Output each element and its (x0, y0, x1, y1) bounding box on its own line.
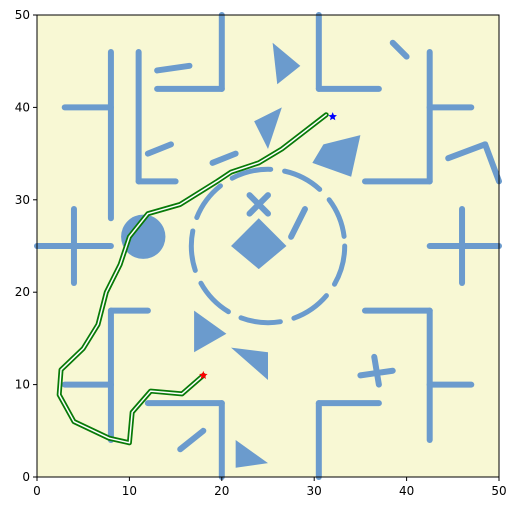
obstacle-wall-30 (357, 367, 396, 379)
obstacle-shape-1 (254, 107, 282, 149)
x-tick-label: 40 (399, 484, 414, 498)
obstacle-wall-8 (209, 150, 239, 166)
obstacle-shape-2 (312, 135, 361, 177)
obstacle-shape-6 (235, 440, 268, 468)
x-tick-label: 50 (491, 484, 506, 498)
x-tick-label: 10 (122, 484, 137, 498)
goal-marker (328, 112, 337, 121)
y-tick-label: 20 (15, 285, 30, 299)
markers (199, 112, 337, 380)
y-tick-label: 40 (15, 100, 30, 114)
y-tick-label: 10 (15, 378, 30, 392)
path-centerline (58, 114, 327, 444)
obstacle-shape-3 (231, 218, 287, 270)
obstacle-wall-15 (445, 141, 489, 162)
obstacle-dashed-ring (188, 166, 348, 326)
obstacle-wall-36 (288, 206, 308, 240)
x-tick-label: 0 (33, 484, 41, 498)
obstacle-wall-26 (177, 427, 207, 453)
obstacle-shape-4 (194, 310, 227, 353)
x-tick-label: 20 (214, 484, 229, 498)
obstacle-wall-16 (482, 141, 502, 185)
start-marker (199, 370, 208, 380)
obstacle-shape-5 (231, 347, 268, 380)
axes: 0 10 20 30 40 50 0 10 20 30 40 50 (15, 8, 507, 498)
obstacle-shape-0 (272, 42, 301, 85)
y-tick-label: 0 (22, 470, 30, 484)
obstacles (34, 12, 502, 480)
obstacle-circle-0 (121, 214, 166, 259)
y-tick-label: 50 (15, 8, 30, 22)
plot-frame (36, 14, 500, 478)
x-tick-label: 30 (307, 484, 322, 498)
planned-path (56, 112, 329, 446)
obstacle-wall-11 (389, 39, 410, 60)
obstacle-wall-7 (144, 141, 174, 157)
y-tick-label: 30 (15, 193, 30, 207)
obstacle-wall-4 (154, 62, 193, 74)
obstacle-wall-35 (246, 192, 271, 217)
